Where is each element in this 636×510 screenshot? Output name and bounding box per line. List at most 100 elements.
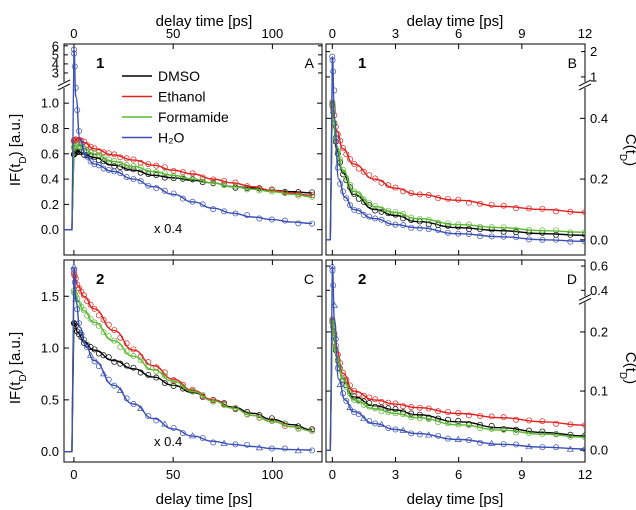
x-tick-label: 9: [518, 467, 525, 482]
data-point: [210, 206, 217, 213]
data-point: [400, 222, 407, 229]
data-point: [268, 415, 275, 422]
data-point: [117, 360, 124, 367]
data-point: [539, 430, 546, 437]
data-point: [71, 50, 78, 57]
data-point: [444, 220, 451, 227]
data-point: [153, 162, 160, 169]
data-point: [117, 170, 124, 177]
bottom-left-axis-title: delay time [ps]: [156, 491, 253, 508]
data-point: [465, 199, 472, 206]
data-point: [137, 404, 145, 411]
data-point: [221, 182, 228, 188]
data-point: [435, 419, 442, 426]
data-point: [91, 319, 98, 326]
axis-break-gap: [579, 81, 591, 88]
data-point: [334, 148, 341, 155]
panel-sample-label: 2: [96, 271, 104, 288]
data-point: [372, 405, 379, 412]
data-point: [78, 140, 85, 147]
data-point: [145, 167, 152, 174]
data-point: [366, 394, 373, 401]
data-point: [378, 208, 385, 215]
data-point: [153, 374, 160, 381]
axis-break-gap: [579, 296, 591, 303]
data-point: [95, 363, 102, 370]
data-point: [105, 156, 112, 163]
series-line-formamide: [73, 144, 313, 198]
data-point: [582, 238, 585, 245]
data-point: [179, 174, 186, 181]
axis-break-mark: [578, 293, 592, 301]
data-point: [161, 187, 168, 194]
data-point: [153, 368, 160, 375]
y-tick-label: 2: [590, 44, 597, 59]
data-point: [334, 164, 341, 171]
data-point: [117, 161, 124, 167]
data-point: [86, 351, 95, 358]
panel-a-frame: [63, 43, 323, 256]
data-point: [553, 236, 560, 243]
data-point: [189, 175, 196, 182]
data-point: [179, 383, 186, 390]
data-point: [444, 195, 451, 202]
data-point: [477, 439, 484, 446]
data-point: [111, 151, 118, 158]
data-point: [455, 409, 462, 416]
data-point: [408, 414, 415, 421]
data-point: [372, 207, 379, 214]
data-point: [477, 425, 484, 431]
data-point: [425, 226, 432, 233]
data-point: [355, 165, 362, 172]
series-line-ho: [331, 56, 585, 242]
data-point: [526, 205, 532, 212]
data-point: [553, 420, 560, 427]
data-point: [454, 435, 462, 442]
data-point: [500, 202, 507, 209]
data-point: [210, 180, 217, 187]
data-point: [84, 312, 91, 319]
data-point: [477, 200, 484, 207]
data-point: [170, 382, 177, 389]
data-point: [268, 188, 275, 195]
data-point: [81, 292, 87, 299]
data-point: [340, 390, 346, 397]
data-point: [385, 182, 392, 189]
data-point: [268, 216, 275, 223]
data-point: [232, 405, 239, 412]
series-line-ethanol: [73, 272, 313, 432]
data-point: [455, 421, 462, 428]
data-point: [111, 337, 118, 344]
data-point: [137, 357, 144, 364]
legend-label: Formamide: [158, 109, 229, 125]
data-point: [372, 420, 379, 427]
data-point: [130, 346, 137, 353]
data-point: [392, 426, 399, 433]
data-point: [444, 409, 451, 415]
data-point: [74, 141, 81, 148]
y-tick-label: 1.5: [41, 289, 59, 304]
panel-d: 0 3 6 9 12 0.0 0.1 0.2 0.4 0.6 2 D: [325, 259, 608, 482]
y-tick-label: 6: [52, 38, 59, 53]
data-point: [179, 195, 186, 202]
data-point: [366, 172, 373, 179]
data-point: [366, 202, 373, 209]
data-point: [378, 206, 385, 213]
data-point: [539, 444, 546, 451]
data-point: [343, 151, 350, 158]
data-point: [343, 177, 350, 184]
data-point: [95, 162, 102, 169]
series-line-formamide: [331, 102, 585, 233]
data-point: [170, 379, 177, 386]
data-point: [81, 147, 87, 154]
panel-d-frame: [325, 259, 586, 463]
legend-label: H₂O: [158, 130, 185, 146]
data-point: [372, 175, 379, 182]
data-point: [465, 230, 472, 237]
data-point: [170, 424, 177, 431]
data-point: [351, 387, 358, 394]
data-point: [161, 372, 168, 379]
data-point: [71, 266, 78, 273]
x-tick-label: 6: [455, 467, 462, 482]
data-point: [100, 329, 107, 336]
